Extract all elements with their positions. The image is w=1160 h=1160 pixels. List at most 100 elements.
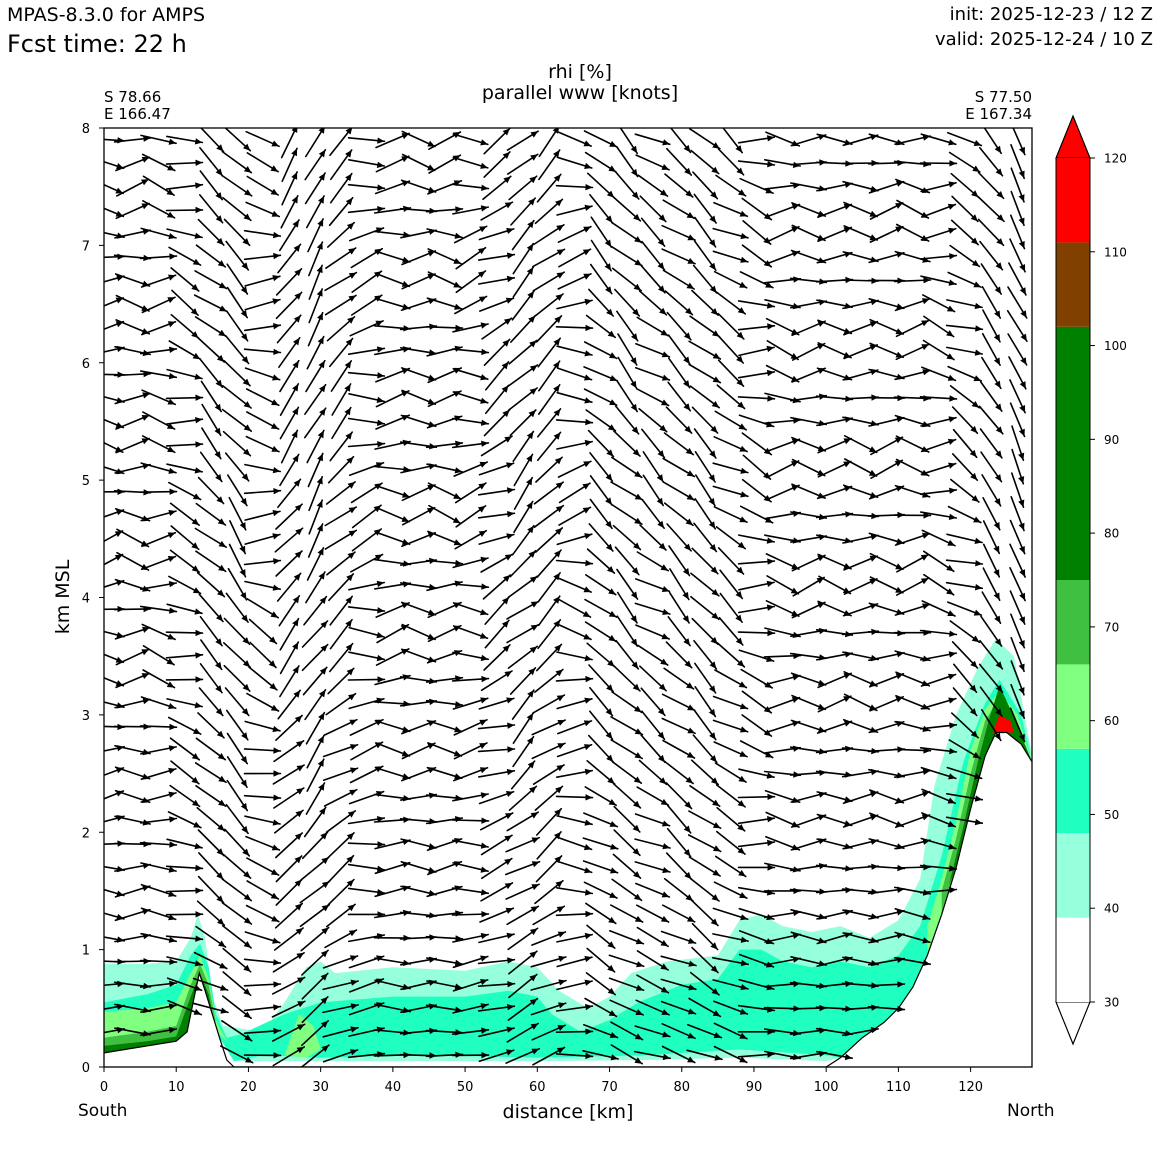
wind-vector: [452, 205, 490, 215]
wind-vector: [1010, 495, 1025, 532]
wind-vector: [816, 720, 853, 734]
colorbar-segment-1: [1056, 833, 1090, 918]
wind-vector: [894, 720, 931, 732]
wind-vector: [640, 734, 666, 764]
wind-vector: [920, 416, 957, 427]
wind-vector: [308, 288, 324, 324]
wind-vector: [244, 815, 281, 826]
colorbar-under-triangle: [1055, 1001, 1091, 1046]
wind-vector: [104, 790, 125, 800]
wind-vector: [949, 478, 980, 503]
wind-vector: [200, 128, 225, 153]
wind-vector: [920, 697, 957, 710]
wind-vector: [168, 246, 202, 266]
wind-vector: [616, 146, 639, 178]
wind-vector: [977, 218, 1005, 247]
wind-vector: [303, 806, 327, 838]
wind-vector: [329, 172, 353, 204]
wind-vector: [666, 311, 692, 341]
wind-vector: [790, 719, 827, 733]
wind-vector: [640, 264, 666, 294]
wind-vector: [165, 676, 204, 683]
wind-vector: [477, 722, 516, 730]
wind-vector: [641, 710, 666, 741]
wind-vector: [978, 663, 1004, 694]
wind-vector: [634, 813, 671, 827]
wind-vector: [166, 838, 203, 850]
wind-vector: [715, 526, 747, 550]
wind-vector: [427, 482, 462, 500]
wind-vector: [843, 434, 878, 454]
wind-vector: [170, 313, 200, 339]
wind-vector: [582, 1050, 619, 1061]
wind-vector: [104, 530, 124, 543]
wind-vector: [535, 807, 563, 836]
wind-vector: [245, 435, 280, 453]
wind-vector: [532, 764, 565, 786]
wind-vector: [977, 171, 1005, 200]
wind-vector: [308, 499, 324, 535]
wind-vector: [452, 955, 489, 969]
wind-vector: [198, 687, 224, 717]
wind-vector: [306, 429, 325, 464]
wind-vector: [104, 320, 125, 331]
wind-vector: [277, 243, 302, 274]
wind-vector: [530, 955, 567, 968]
wind-vector: [816, 485, 853, 500]
wind-vector: [104, 297, 125, 307]
wind-vector: [636, 950, 669, 971]
wind-vector: [199, 194, 224, 224]
wind-vector: [510, 314, 537, 343]
wind-vector: [199, 451, 223, 483]
wind-vector: [714, 410, 748, 431]
wind-vector: [477, 957, 516, 965]
wind-vector: [919, 395, 958, 402]
wind-vector: [636, 926, 669, 948]
wind-vector: [555, 184, 594, 191]
wind-vector: [140, 767, 177, 781]
wind-vector: [843, 344, 879, 360]
wind-vector: [584, 151, 617, 173]
wind-vector: [945, 324, 984, 332]
wind-vector: [322, 1026, 359, 1038]
wind-vector: [301, 620, 329, 648]
wind-vector: [634, 133, 671, 146]
wind-vector: [534, 785, 564, 811]
wind-vector: [278, 594, 301, 627]
wind-vector: [478, 932, 515, 944]
wind-vector: [200, 380, 222, 413]
wind-vector: [584, 573, 617, 596]
wind-vector: [766, 575, 800, 595]
wind-vector: [328, 337, 354, 368]
wind-vector: [737, 839, 776, 848]
wind-vector: [484, 619, 510, 649]
wind-vector: [452, 602, 489, 616]
wind-vector: [868, 297, 905, 310]
wind-vector: [868, 485, 905, 500]
wind-vector: [691, 547, 719, 575]
wind-vector: [556, 720, 593, 735]
wind-vector: [347, 346, 386, 356]
wind-vector: [452, 862, 489, 873]
wind-vector: [427, 530, 463, 546]
wind-vector: [273, 927, 304, 951]
wind-vector: [223, 359, 251, 387]
wind-vector: [1007, 333, 1028, 366]
wind-vector: [742, 220, 772, 245]
wind-vector: [952, 663, 978, 694]
wind-vector: [274, 902, 304, 929]
wind-vector: [738, 768, 775, 779]
wind-vector: [507, 927, 539, 951]
wind-vector: [588, 710, 614, 741]
wind-vector: [347, 441, 386, 448]
wind-vector: [589, 452, 614, 482]
wind-vector: [104, 207, 125, 218]
wind-vector: [140, 462, 177, 474]
wind-vector: [375, 390, 410, 408]
wind-vector: [512, 712, 535, 745]
wind-vector: [347, 159, 386, 168]
wind-vector: [400, 648, 437, 663]
wind-vector: [982, 309, 1001, 343]
wind-vector: [556, 156, 593, 169]
wind-vector: [139, 253, 178, 260]
